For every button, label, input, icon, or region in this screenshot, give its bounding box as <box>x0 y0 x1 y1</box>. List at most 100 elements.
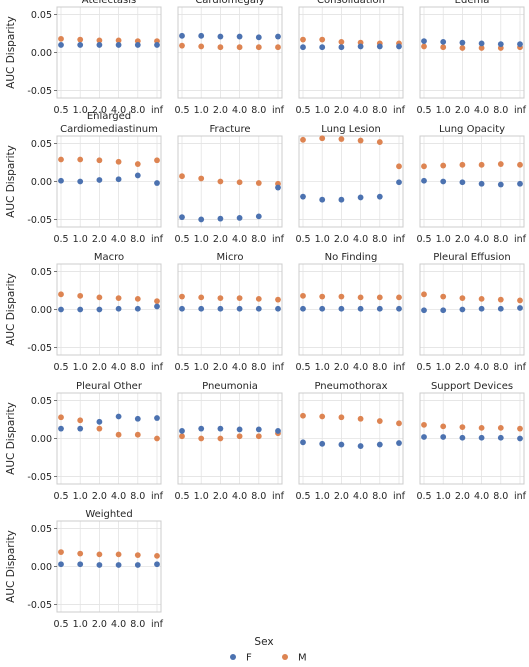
x-tick-label: 4.0 <box>232 362 247 373</box>
data-point-f <box>357 443 364 449</box>
data-point-f <box>134 562 141 568</box>
data-point-m <box>179 173 185 180</box>
data-point-m <box>376 418 383 424</box>
facet-panel: Macro 0.05 0.00 -0.05 AUC Disparity 0.5 1.0 2.0… <box>5 252 164 373</box>
x-tick-label: 0.5 <box>174 491 189 502</box>
data-point-m <box>217 435 224 442</box>
x-tick-label: 0.5 <box>53 105 68 116</box>
data-point-m <box>255 433 262 440</box>
y-axis-label: AUC Disparity <box>5 16 17 89</box>
data-point-f <box>376 305 383 312</box>
x-tick-label: 0.5 <box>295 234 310 245</box>
data-point-f <box>497 434 504 441</box>
data-point-f <box>421 177 427 184</box>
data-point-f <box>396 179 402 186</box>
data-point-m <box>179 42 185 49</box>
x-tick-label: 4.0 <box>232 491 247 502</box>
x-tick-label: 4.0 <box>111 362 126 373</box>
x-tick-label: 2.0 <box>92 491 107 502</box>
data-point-f <box>300 439 306 446</box>
data-point-f <box>338 305 345 312</box>
x-tick-label: 1.0 <box>315 491 330 502</box>
x-tick-label: 0.5 <box>174 105 189 116</box>
x-tick-label: 2.0 <box>334 491 349 502</box>
data-point-m <box>440 423 447 430</box>
facet-panel: Micro 0.5 1.0 2.0 4.0 8.0 inf <box>174 252 284 373</box>
facet-panel: Cardiomegaly 0.5 1.0 2.0 4.0 8.0 inf <box>174 0 284 116</box>
data-point-m <box>236 433 243 440</box>
facet-panel: Pleural Effusion 0.5 1.0 2.0 4.0 8.0 inf <box>416 252 526 373</box>
data-point-f <box>96 177 103 183</box>
y-tick-label: 0.00 <box>31 305 52 316</box>
data-point-f <box>478 434 485 441</box>
data-point-f <box>396 305 402 312</box>
panel-frame <box>298 6 404 99</box>
data-point-m <box>255 44 262 51</box>
data-point-f <box>497 41 504 48</box>
data-point-f <box>255 305 262 312</box>
x-tick-label: 8.0 <box>372 105 387 116</box>
data-point-f <box>179 32 185 39</box>
x-tick-label: 8.0 <box>493 234 508 245</box>
y-tick-label: 0.05 <box>31 267 52 278</box>
facet-panel: Weighted 0.05 0.00 -0.05 AUC Disparity 0.5 1.0… <box>5 509 164 630</box>
data-point-f <box>217 425 224 432</box>
data-point-f <box>77 42 84 48</box>
panel-frame <box>298 263 404 356</box>
data-point-f <box>115 42 122 48</box>
panel-frame <box>419 263 525 356</box>
data-point-f <box>77 561 84 568</box>
data-point-f <box>236 426 243 433</box>
data-point-f <box>77 306 84 313</box>
x-tick-label: inf <box>151 105 164 116</box>
data-point-f <box>459 306 466 313</box>
x-tick-label: 0.5 <box>295 362 310 373</box>
data-point-m <box>338 38 345 45</box>
y-tick-label: 0.00 <box>31 48 52 59</box>
data-point-f <box>338 196 345 203</box>
data-point-m <box>440 293 447 300</box>
panel-title: Cardiomediastinum <box>60 124 158 135</box>
legend-marker-f <box>230 654 236 660</box>
panel-title: No Finding <box>325 252 378 263</box>
x-tick-label: 0.5 <box>174 234 189 245</box>
x-tick-label: 8.0 <box>493 362 508 373</box>
legend-label-m: M <box>298 653 307 664</box>
data-point-f <box>179 428 185 434</box>
data-point-m <box>459 161 466 168</box>
y-axis-label: AUC Disparity <box>5 530 17 603</box>
data-point-m <box>459 295 466 302</box>
data-point-f <box>396 43 402 50</box>
x-tick-label: 2.0 <box>92 362 107 373</box>
x-tick-label: inf <box>272 491 285 502</box>
data-point-m <box>255 180 262 186</box>
data-point-m <box>459 45 466 51</box>
data-point-f <box>115 562 122 568</box>
x-tick-label: 2.0 <box>334 234 349 245</box>
data-point-f <box>517 305 523 311</box>
data-point-f <box>275 184 281 191</box>
data-point-f <box>115 176 122 183</box>
x-tick-label: 1.0 <box>194 234 209 245</box>
data-point-f <box>421 38 427 45</box>
data-point-m <box>478 45 485 51</box>
x-tick-label: inf <box>272 105 285 116</box>
facet-panel: Fracture 0.5 1.0 2.0 4.0 8.0 inf <box>174 124 284 245</box>
x-tick-label: 2.0 <box>213 362 228 373</box>
data-point-m <box>338 293 345 300</box>
x-tick-label: inf <box>393 234 406 245</box>
data-point-f <box>154 303 160 310</box>
data-point-f <box>319 305 326 312</box>
panel-frame <box>177 6 283 99</box>
data-point-m <box>376 294 383 301</box>
x-tick-label: 4.0 <box>353 105 368 116</box>
x-tick-label: 8.0 <box>251 362 266 373</box>
data-point-f <box>198 216 205 223</box>
x-tick-label: 2.0 <box>213 491 228 502</box>
y-axis-label: AUC Disparity <box>5 402 17 475</box>
data-point-m <box>58 35 64 42</box>
data-point-f <box>300 193 306 200</box>
x-tick-label: 2.0 <box>213 234 228 245</box>
data-point-m <box>58 549 64 555</box>
data-point-m <box>459 424 466 431</box>
